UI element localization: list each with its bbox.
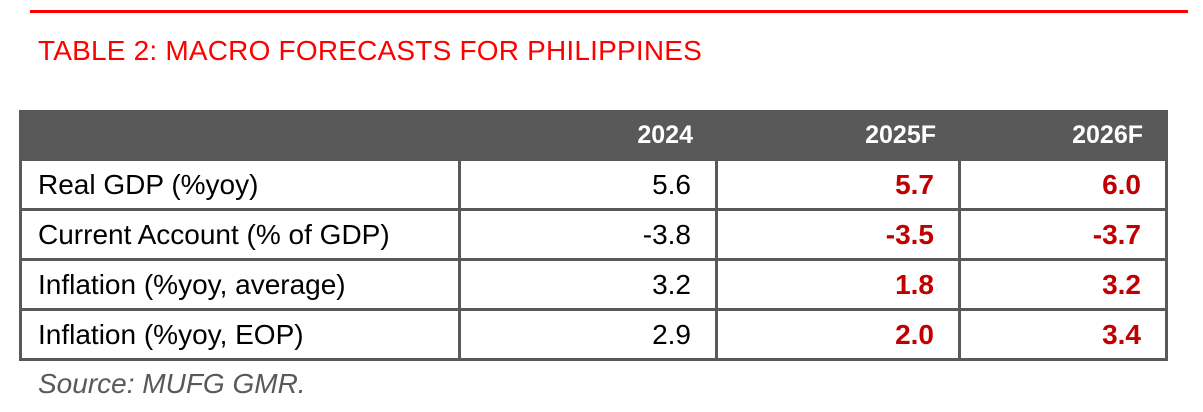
table-title: TABLE 2: MACRO FORECASTS FOR PHILIPPINES bbox=[38, 35, 703, 66]
value-cell: 3.4 bbox=[958, 308, 1168, 361]
table-row: Current Account (% of GDP) -3.8 -3.5 -3.… bbox=[19, 208, 1168, 261]
column-header-2025f: 2025F bbox=[715, 110, 961, 161]
row-label-real-gdp: Real GDP (%yoy) bbox=[19, 158, 461, 211]
value-cell: 5.6 bbox=[458, 158, 718, 211]
table-row: Inflation (%yoy, average) 3.2 1.8 3.2 bbox=[19, 258, 1168, 311]
row-label-inflation-average: Inflation (%yoy, average) bbox=[19, 258, 461, 311]
table-header-row: 2024 2025F 2026F bbox=[19, 110, 1168, 161]
value-cell: -3.8 bbox=[458, 208, 718, 261]
value-cell: 2.9 bbox=[458, 308, 718, 361]
value-cell: 6.0 bbox=[958, 158, 1168, 211]
value-cell: -3.5 bbox=[715, 208, 961, 261]
source-note: Source: MUFG GMR. bbox=[38, 368, 306, 399]
column-header-2026f: 2026F bbox=[958, 110, 1168, 161]
row-label-current-account: Current Account (% of GDP) bbox=[19, 208, 461, 261]
table-row: Real GDP (%yoy) 5.6 5.7 6.0 bbox=[19, 158, 1168, 211]
value-cell: 3.2 bbox=[958, 258, 1168, 311]
value-cell: 2.0 bbox=[715, 308, 961, 361]
column-header-2024: 2024 bbox=[458, 110, 718, 161]
value-cell: -3.7 bbox=[958, 208, 1168, 261]
top-accent-rule bbox=[30, 10, 1188, 13]
value-cell: 1.8 bbox=[715, 258, 961, 311]
macro-forecast-table: 2024 2025F 2026F Real GDP (%yoy) 5.6 5.7… bbox=[19, 110, 1168, 361]
value-cell: 3.2 bbox=[458, 258, 718, 311]
column-header-indicator bbox=[19, 110, 461, 161]
value-cell: 5.7 bbox=[715, 158, 961, 211]
table-row: Inflation (%yoy, EOP) 2.9 2.0 3.4 bbox=[19, 308, 1168, 361]
row-label-inflation-eop: Inflation (%yoy, EOP) bbox=[19, 308, 461, 361]
